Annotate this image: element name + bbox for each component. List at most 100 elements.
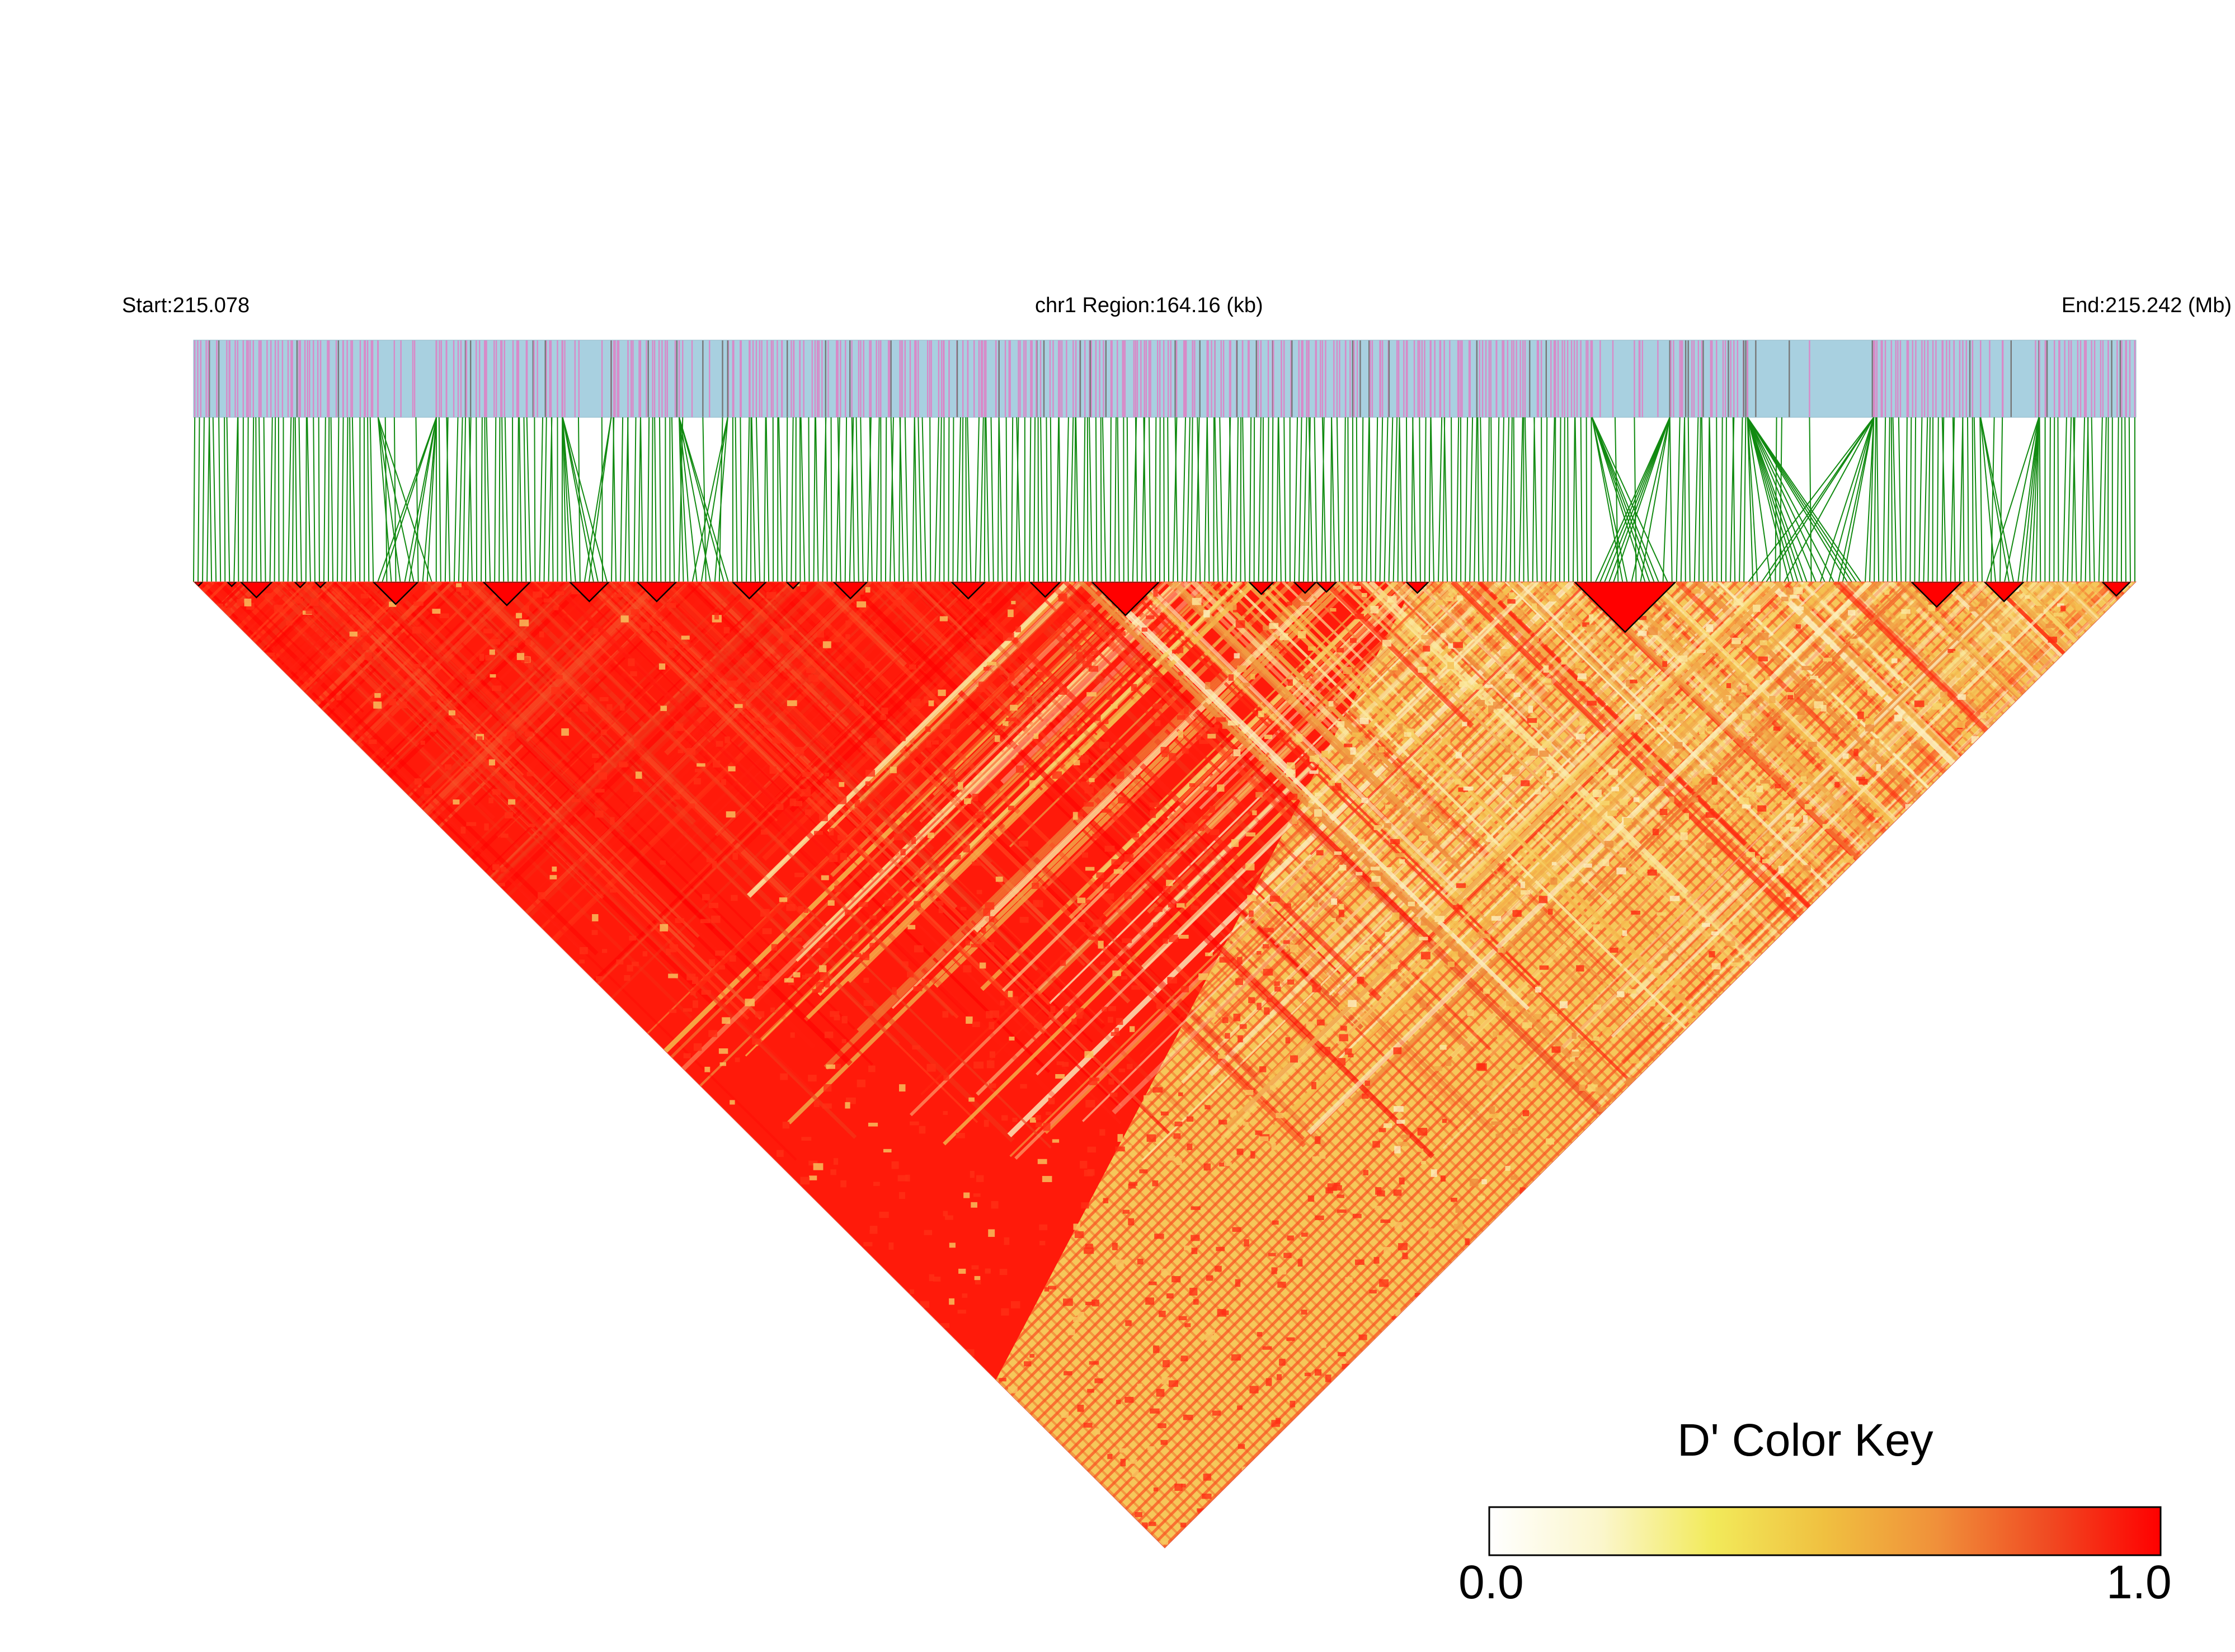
heatmap-cell — [942, 1011, 949, 1018]
heatmap-stripe — [1166, 582, 1465, 874]
heatmap-stripe — [840, 582, 1326, 1058]
heatmap-cell — [1184, 1245, 1191, 1250]
heatmap-cell — [1380, 1219, 1391, 1223]
heatmap-cell — [1520, 890, 1530, 895]
heatmap-cell — [1026, 696, 1032, 704]
heatmap-cell — [1796, 708, 1805, 715]
heatmap-stripe — [689, 582, 977, 864]
heatmap-cell — [1191, 1235, 1200, 1241]
heatmap-cell — [1493, 702, 1503, 709]
heatmap-cell — [1090, 651, 1100, 655]
heatmap-cell — [1236, 1149, 1244, 1155]
heatmap-cell — [841, 1016, 848, 1024]
heatmap-cell — [907, 925, 916, 930]
heatmap-cell — [1561, 657, 1568, 665]
heatmap-stripe — [845, 582, 1435, 1159]
heatmap-cell — [1495, 1133, 1504, 1138]
heatmap-cell — [1087, 1146, 1097, 1153]
heatmap-cell — [1011, 601, 1016, 605]
heatmap-cell — [869, 1230, 878, 1234]
heatmap-cell — [1731, 962, 1741, 967]
heatmap-cell — [1505, 1166, 1511, 1171]
heatmap-cell — [1361, 797, 1368, 803]
snp-connector — [1293, 417, 1298, 582]
heatmap-cell — [1531, 603, 1537, 610]
heatmap-cell — [1336, 648, 1344, 653]
heatmap-cell — [1431, 1169, 1437, 1177]
heatmap-cell — [1458, 787, 1469, 792]
snp-connector — [1314, 417, 1318, 582]
heatmap-cell — [1234, 653, 1240, 658]
heatmap-cell — [1116, 1259, 1124, 1268]
heatmap-cell — [1128, 1218, 1135, 1226]
heatmap-cell — [1160, 1111, 1169, 1116]
heatmap-cell — [1104, 845, 1115, 852]
snp-connector — [1747, 417, 1817, 582]
heatmap-cell — [1500, 947, 1507, 953]
heatmap-cell — [1711, 963, 1721, 970]
snp-connector — [825, 417, 828, 582]
heatmap-cell — [1839, 681, 1845, 686]
snp-connector — [274, 417, 276, 582]
heatmap-cell — [1085, 1244, 1093, 1249]
snp-connector — [1186, 417, 1191, 582]
heatmap-cell — [1180, 986, 1189, 992]
snp-connector — [2026, 417, 2040, 582]
heatmap-cell — [1250, 674, 1255, 680]
heatmap-cell — [1647, 869, 1657, 876]
heatmap-cell — [937, 901, 944, 906]
heatmap-stripe — [472, 582, 690, 794]
snp-connector — [1308, 417, 1314, 582]
heatmap-cell — [1654, 968, 1660, 973]
heatmap-cell — [1533, 1014, 1542, 1020]
snp-connector — [601, 417, 603, 582]
snp-connector — [1424, 417, 1427, 582]
heatmap-cell — [1118, 1068, 1126, 1072]
snp-connector — [1379, 417, 1384, 582]
heatmap-cell — [938, 689, 946, 696]
heatmap-cell — [1154, 1405, 1160, 1411]
heatmap-cell — [1131, 985, 1141, 990]
heatmap-cell — [1285, 1037, 1290, 1043]
heatmap-cell — [1733, 920, 1739, 925]
heatmap-cell — [1258, 1136, 1269, 1141]
heatmap-cell — [1457, 595, 1463, 601]
heatmap-cell — [1191, 1248, 1198, 1254]
heatmap-cell — [673, 795, 681, 800]
heatmap-cell — [822, 641, 831, 648]
ld-block — [1028, 582, 1062, 598]
heatmap-cell — [907, 972, 914, 978]
heatmap-cell — [1052, 771, 1062, 779]
heatmap-cell — [508, 641, 519, 646]
heatmap-cell — [1292, 816, 1297, 824]
heatmap-cell — [927, 832, 934, 839]
heatmap-cell — [1227, 720, 1238, 726]
heatmap-cell — [1307, 803, 1313, 807]
heatmap-cell — [1354, 614, 1364, 619]
heatmap-cell — [1006, 717, 1016, 722]
heatmap-cell — [1212, 1410, 1221, 1416]
heatmap-cell — [943, 1111, 948, 1115]
heatmap-cell — [1257, 950, 1262, 955]
heatmap-cell — [1358, 1334, 1367, 1340]
snp-connector — [1941, 417, 1947, 582]
heatmap-cell — [1345, 1277, 1353, 1283]
heatmap-cell — [801, 585, 807, 592]
ld-block — [1404, 582, 1431, 594]
heatmap-cell — [1488, 705, 1494, 713]
heatmap-cell — [1956, 672, 1961, 678]
heatmap-cell — [432, 609, 441, 614]
heatmap-cell — [593, 628, 599, 634]
heatmap-cell — [978, 681, 989, 688]
heatmap-cell — [882, 587, 888, 592]
heatmap-cell — [1706, 624, 1714, 632]
heatmap-cell — [1274, 986, 1281, 992]
heatmap-cell — [975, 639, 986, 645]
heatmap-cell — [627, 964, 633, 972]
color-key-min-label: 0.0 — [1458, 1556, 1524, 1608]
heatmap-stripe — [1336, 582, 1809, 1045]
heatmap-cell — [430, 724, 437, 732]
heatmap-cell — [1577, 673, 1587, 679]
heatmap-cell — [1648, 627, 1658, 636]
heatmap-cell — [1257, 1003, 1262, 1010]
